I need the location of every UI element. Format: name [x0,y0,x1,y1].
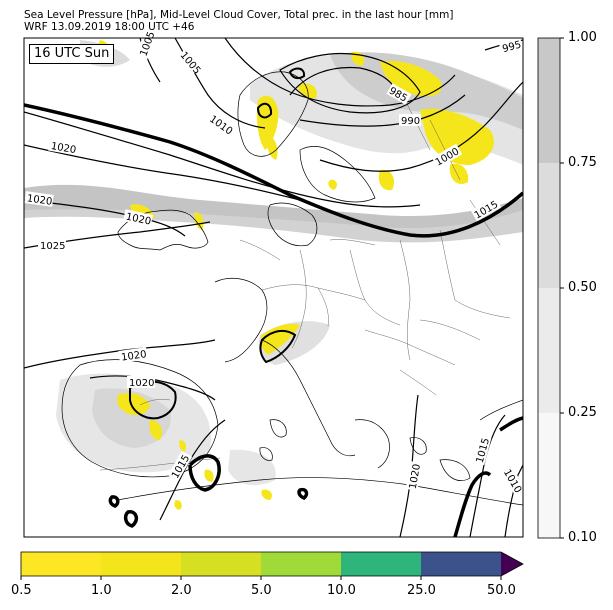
isobar-label-1025: 1025 [40,241,65,252]
precip-band-2 [101,552,181,576]
title-line-2: WRF 13.09.2019 18:00 UTC +46 [24,21,195,33]
precip-tick-4: 10.0 [327,583,356,598]
isobars-closed [129,67,306,420]
isobar-1015-thick [24,103,523,537]
cloud-cover-colorbar [537,37,564,539]
precip-band-4 [261,552,341,576]
isobar-label-1020b: 1020 [26,193,53,207]
precip-band-3 [181,552,261,576]
cloud-tick-2: 0.50 [568,280,597,295]
isobar-label-1020c: 1020 [125,212,152,228]
cloud-cover-band-1 [538,413,560,538]
cloud-cover-band-4 [538,38,560,163]
isobar-label-1020a: 1020 [50,141,77,156]
cloud-cover-band-3 [538,163,560,288]
precip-tick-1: 1.0 [91,583,112,598]
precip-band-5 [341,552,421,576]
precip-tick-0: 0.5 [11,583,32,598]
cloud-tick-3: 0.75 [568,155,597,170]
valid-time-badge: 16 UTC Sun [29,44,115,64]
precip-band-1 [21,552,101,576]
cloud-tick-0: 0.10 [568,530,597,545]
precip-tick-6: 50.0 [487,583,516,598]
cloud-tick-4: 1.00 [568,30,597,45]
map-title: Sea Level Pressure [hPa], Mid-Level Clou… [24,9,454,33]
precip-extend-arrow [501,552,523,576]
cloud-tick-1: 0.25 [568,405,597,420]
isobar-label-1020d: 1020 [121,349,148,363]
isobar-label-990: 990 [401,116,420,127]
precip-band-6 [421,552,501,576]
map-frame [23,37,524,538]
precip-tick-5: 25.0 [407,583,436,598]
precipitation-colorbar [20,551,524,580]
isobar-label-1020f: 1020 [408,463,423,490]
precip-tick-3: 5.0 [251,583,272,598]
isobar-label-995: 995 [501,40,522,56]
title-line-1: Sea Level Pressure [hPa], Mid-Level Clou… [24,9,454,21]
isobar-label-1020e: 1020 [129,378,154,389]
cloud-cover-band-2 [538,288,560,413]
precip-tick-2: 2.0 [171,583,192,598]
